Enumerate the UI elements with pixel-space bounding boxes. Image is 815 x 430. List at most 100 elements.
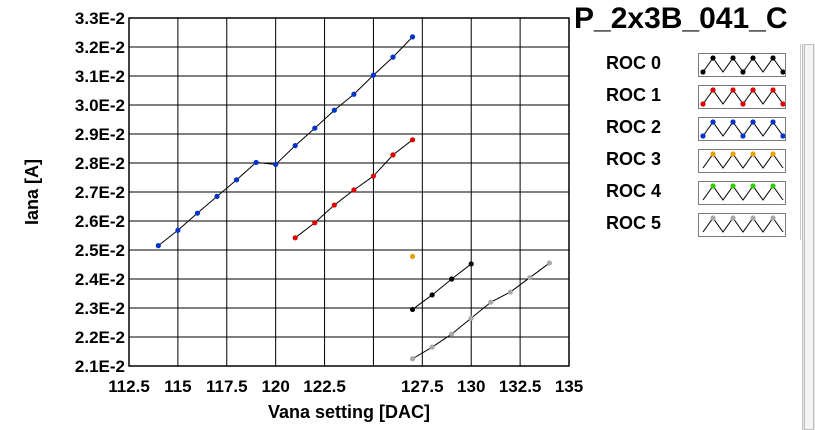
series-line	[314, 109, 335, 129]
grid	[128, 17, 570, 367]
x-tick-label: 127.5	[401, 377, 444, 396]
legend-marker	[770, 119, 776, 125]
legend-item-roc-0: ROC 0	[594, 50, 794, 78]
legend-swatch	[698, 117, 786, 141]
legend-marker	[730, 119, 736, 125]
data-point	[409, 306, 416, 313]
legend-marker	[730, 151, 736, 157]
legend-marker	[710, 87, 716, 93]
series-line	[431, 333, 452, 348]
data-point	[233, 177, 240, 183]
data-point	[155, 243, 161, 249]
y-tick-label: 3.1E-2	[75, 67, 125, 86]
legend-label: ROC 5	[606, 213, 662, 233]
data-point	[370, 72, 377, 78]
x-tick-label: 122.5	[303, 377, 346, 396]
y-tick-label: 2.8E-2	[75, 154, 125, 173]
legend-marker	[750, 119, 756, 125]
data-point	[429, 344, 435, 350]
data-point	[468, 261, 474, 267]
series-line	[158, 229, 179, 247]
series-line	[216, 179, 237, 197]
series-line	[510, 277, 531, 293]
legend-marker	[750, 55, 756, 61]
x-tick-label: 117.5	[206, 377, 248, 396]
legend-line	[702, 217, 784, 233]
series-line	[373, 56, 394, 76]
data-point	[468, 315, 474, 321]
x-tick-label: 135	[555, 377, 583, 396]
data-point	[370, 173, 377, 179]
legend-marker	[750, 87, 756, 93]
legend-item-roc-3: ROC 3	[594, 146, 794, 174]
data-point	[331, 107, 337, 113]
y-tick-label: 2.9E-2	[75, 125, 125, 144]
legend-marker	[740, 101, 746, 107]
legend-scrollbar[interactable]	[802, 44, 815, 430]
series-line	[294, 222, 316, 239]
y-tick-label: 3.2E-2	[75, 38, 125, 57]
y-axis-title: Iana [A]	[22, 159, 42, 225]
series-roc-3	[409, 253, 416, 259]
legend-label: ROC 0	[606, 53, 662, 73]
legend-label: ROC 2	[606, 117, 662, 137]
legend-marker	[770, 215, 776, 221]
y-tick-label: 2.5E-2	[75, 241, 125, 260]
y-tick-label: 2.7E-2	[75, 183, 125, 202]
data-point	[390, 54, 396, 60]
series-line	[177, 212, 198, 231]
data-point	[409, 34, 416, 40]
legend-marker	[780, 101, 785, 107]
y-tick-label: 2.6E-2	[75, 212, 125, 231]
y-axis: 2.1E-2 2.2E-2 2.3E-2 2.4E-2 2.5E-2 2.6E-2 2.7E…	[75, 9, 125, 376]
series-line	[236, 162, 257, 181]
legend-marker	[770, 55, 776, 61]
legend-marker	[700, 69, 706, 75]
legend-marker	[730, 55, 736, 61]
data-point	[331, 202, 337, 208]
data-point	[488, 299, 494, 305]
legend-marker	[770, 183, 776, 189]
series-roc-5	[409, 260, 553, 362]
series-line	[275, 145, 296, 165]
legend-marker	[750, 215, 756, 221]
y-tick-label: 3.3E-2	[75, 9, 125, 28]
series-roc-1	[292, 137, 416, 241]
data-point	[312, 125, 318, 131]
legend-item-roc-2: ROC 2	[594, 114, 794, 142]
y-tick-label: 2.4E-2	[75, 270, 125, 289]
series-line	[353, 175, 374, 191]
y-tick-label: 2.2E-2	[75, 328, 125, 347]
data-point	[546, 260, 553, 266]
y-tick-label: 3.0E-2	[75, 96, 125, 115]
series-line	[412, 294, 433, 310]
data-point	[292, 143, 298, 149]
series-line	[470, 301, 492, 319]
legend-marker	[700, 101, 706, 107]
series-line	[197, 195, 218, 214]
data-point	[429, 292, 435, 298]
x-axis-title: Vana setting [DAC]	[268, 402, 430, 422]
legend-marker	[730, 183, 736, 189]
x-tick-label: 132.5	[499, 377, 542, 396]
y-tick-label: 2.3E-2	[75, 299, 125, 318]
series-line	[256, 161, 276, 165]
x-tick-label: 115	[164, 377, 191, 396]
series-line	[294, 127, 316, 146]
data-point	[409, 253, 416, 259]
data-point	[292, 235, 298, 241]
legend-marker	[750, 151, 756, 157]
scrollbar-thumb[interactable]	[804, 44, 814, 430]
x-axis: 112.5 115 117.5 120 122.5 127.5 130 132.5 135	[108, 377, 583, 396]
data-point	[449, 276, 455, 282]
data-point	[351, 187, 357, 193]
legend-item-roc-5: ROC 5	[594, 210, 794, 238]
series-line	[412, 346, 433, 360]
x-tick-label: 112.5	[108, 377, 150, 396]
legend-line	[702, 185, 784, 201]
legend-marker	[740, 69, 746, 75]
plot-frame	[128, 17, 570, 367]
data-point	[390, 152, 396, 158]
x-tick-label: 120	[261, 377, 289, 396]
